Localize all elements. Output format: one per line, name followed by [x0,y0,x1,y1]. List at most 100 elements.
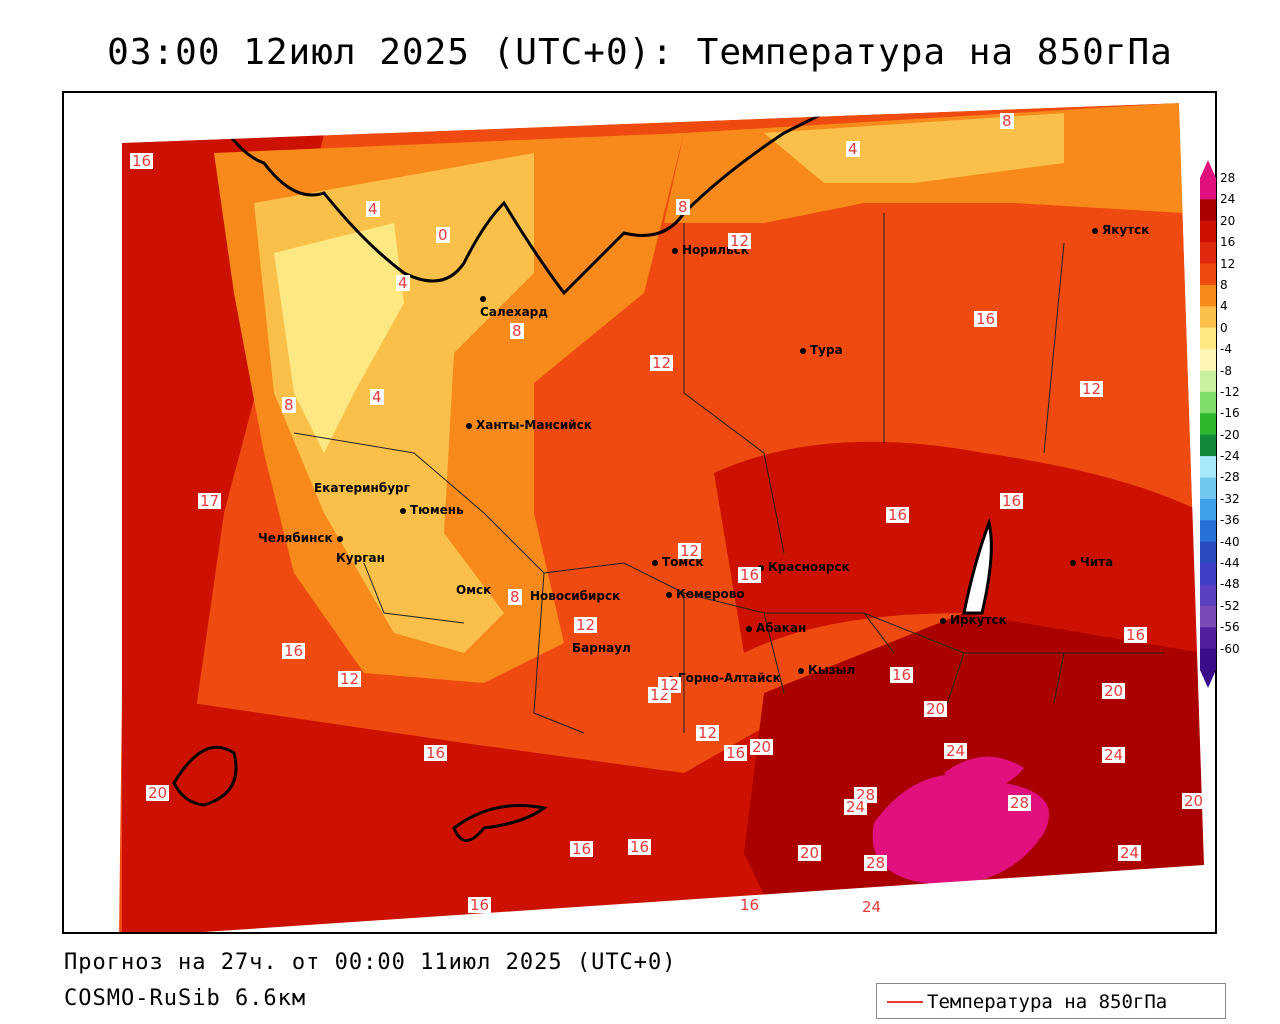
colorbar-swatch [1200,349,1216,372]
colorbar-tick-label: 24 [1220,192,1236,207]
outside-domain-bottom [203,865,1215,932]
colorbar-swatch [1200,327,1216,350]
contour-label: 4 [846,140,860,158]
city-salekhard: Салехард [480,291,548,319]
colorbar-tick-label: -20 [1220,427,1240,442]
colorbar-swatch [1200,199,1216,222]
colorbar-tick-label: -32 [1220,491,1240,506]
contour-label: 17 [198,492,222,510]
baikal-lake [962,517,993,615]
contour-label: 4 [396,274,410,292]
colorbar-swatch [1200,391,1216,414]
contour-label: 0 [436,226,450,244]
colorbar-tick-label: 28 [1220,171,1236,185]
contour-label: 16 [1000,492,1024,510]
contour-label: 24 [1118,844,1142,862]
contour-label: 20 [924,700,948,718]
contour-label: 20 [1182,792,1206,810]
colorbar-swatch [1200,434,1216,457]
contour-label: 12 [574,616,598,634]
colorbar-swatch [1200,413,1216,436]
colorbar-swatch [1200,584,1216,607]
outside-domain-left [64,143,122,932]
colorbar-max-arrow [1200,160,1216,178]
city-barnaul: Барнаул [572,641,631,655]
contour-label: 4 [366,200,380,218]
north-cool-region-4 [764,113,1064,183]
forecast-text: Прогноз на 27ч. от 00:00 11июл 2025 (UTC… [64,950,677,975]
legend-box: Температура на 850гПа [876,983,1226,1019]
city-khanty-mansiysk: Ханты-Мансийск [466,418,592,432]
contour-label: 12 [696,724,720,742]
colorbar-tick-label: -60 [1220,641,1240,656]
contour-label: 20 [798,844,822,862]
colorbar-tick-label: -4 [1220,342,1232,357]
colorbar-tick-label: -8 [1220,363,1232,378]
colorbar-tick-label: -24 [1220,449,1240,464]
colorbar-tick-label: -48 [1220,577,1240,592]
city-tyumen: Тюмень [400,503,464,517]
colorbar-swatch [1200,477,1216,500]
colorbar-tick-label: 20 [1220,213,1236,228]
contour-label: 12 [728,232,752,250]
colorbar-min-arrow [1200,670,1216,688]
contour-label: 4 [370,388,384,406]
contour-label: 16 [890,666,914,684]
outside-domain-top [64,93,1215,143]
contour-label: 8 [676,198,690,216]
cold-region-0 [274,223,404,453]
central-16-region [714,441,1204,653]
contour-label: 16 [886,506,910,524]
balkhash-lake [452,804,548,842]
legend-line-swatch [887,1001,923,1003]
contour-label: 12 [1080,380,1104,398]
colorbar [1200,160,1216,688]
contour-label: 12 [678,542,702,560]
contour-label: 8 [1000,112,1014,130]
contour-label: 8 [282,396,296,414]
colorbar-swatch [1200,498,1216,521]
city-novosibirsk: Новосибирск [530,589,621,603]
contour-label: 12 [658,676,682,694]
colorbar-swatch [1200,563,1216,585]
contour-label: 16 [724,744,748,762]
contour-label: 16 [130,152,154,170]
city-gorno-altaysk: Горно-Алтайск [668,671,781,685]
city-yakutsk: Якутск [1092,223,1149,237]
colorbar-tick-label: 8 [1220,277,1228,292]
contour-label: 12 [650,354,674,372]
colorbar-tick-label: 12 [1220,256,1236,271]
contour-label: 16 [468,896,492,914]
city-kemerovo: Кемерово [666,587,745,601]
colorbar-tick-label: -52 [1220,598,1240,613]
colorbar-swatch [1200,220,1216,243]
colorbar-tick-label: -36 [1220,513,1240,528]
colorbar-swatch [1200,627,1216,650]
contour-label: 20 [146,784,170,802]
contour-label: 16 [424,744,448,762]
contour-label: 12 [338,670,362,688]
colorbar-swatch [1200,284,1216,307]
colorbar-swatch [1200,605,1216,628]
contour-label: 16 [1124,626,1148,644]
map-canvas [64,93,1215,932]
contour-label: 24 [1102,746,1126,764]
city-abakan: Абакан [746,621,806,635]
colorbar-tick-label: 16 [1220,235,1236,250]
city-yekaterinburg: Екатеринбург [314,481,410,495]
aral-sea [172,745,238,807]
model-name: COSMO-RuSib 6.6км [64,986,307,1011]
colorbar-swatch [1200,263,1216,286]
colorbar-tick-label: -44 [1220,556,1240,571]
colorbar-swatch [1200,648,1216,671]
legend-label: Температура на 850гПа [927,991,1168,1013]
city-chelyabinsk: Челябинск [258,531,347,545]
colorbar-tick-label: -12 [1220,384,1240,399]
colorbar-tick-label: 4 [1220,299,1228,314]
contour-label: 16 [570,840,594,858]
colorbar-tick-label: 0 [1220,320,1228,335]
colorbar-swatch [1200,370,1216,393]
city-kyzyl: Кызыл [798,663,855,677]
contour-label: 16 [628,838,652,856]
city-tura: Тура [800,343,843,357]
